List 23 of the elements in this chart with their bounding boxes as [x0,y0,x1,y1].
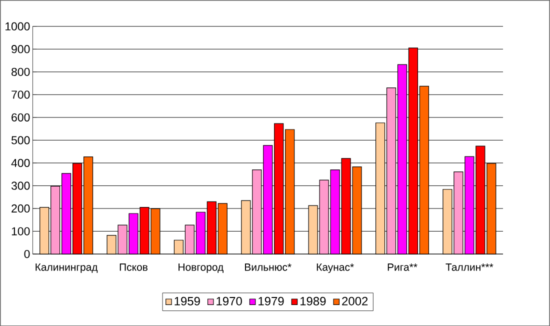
y-tick-label: 500 [11,136,30,144]
y-tick-label: 0 [24,250,30,258]
legend-label: 1979 [258,296,284,306]
x-tick-label: Таллин*** [446,263,494,271]
legend-label: 1959 [174,296,200,306]
x-tick-label: Вильнюс* [245,263,292,271]
y-tick-label: 600 [12,113,30,122]
y-tick-label: 700 [12,90,30,99]
y-tick-label: 300 [11,182,30,190]
x-tick-label: Новгород [178,263,224,273]
y-tick-label: 400 [11,158,30,167]
x-tick-label: Калининград [36,263,98,273]
y-tick-label: 200 [12,204,30,212]
legend-label: 1989 [300,296,326,306]
y-tick-label: 900 [12,44,30,54]
x-tick-label: Рига** [388,263,418,271]
x-tick-label: Псков [120,263,148,271]
y-tick-label: 100 [12,227,30,236]
legend-label: 1970 [216,296,242,306]
y-tick-label: 1000 [6,22,30,30]
legend-label: 2002 [342,296,368,306]
x-tick-label: Каунас* [316,263,354,273]
y-tick-label: 800 [12,68,30,76]
